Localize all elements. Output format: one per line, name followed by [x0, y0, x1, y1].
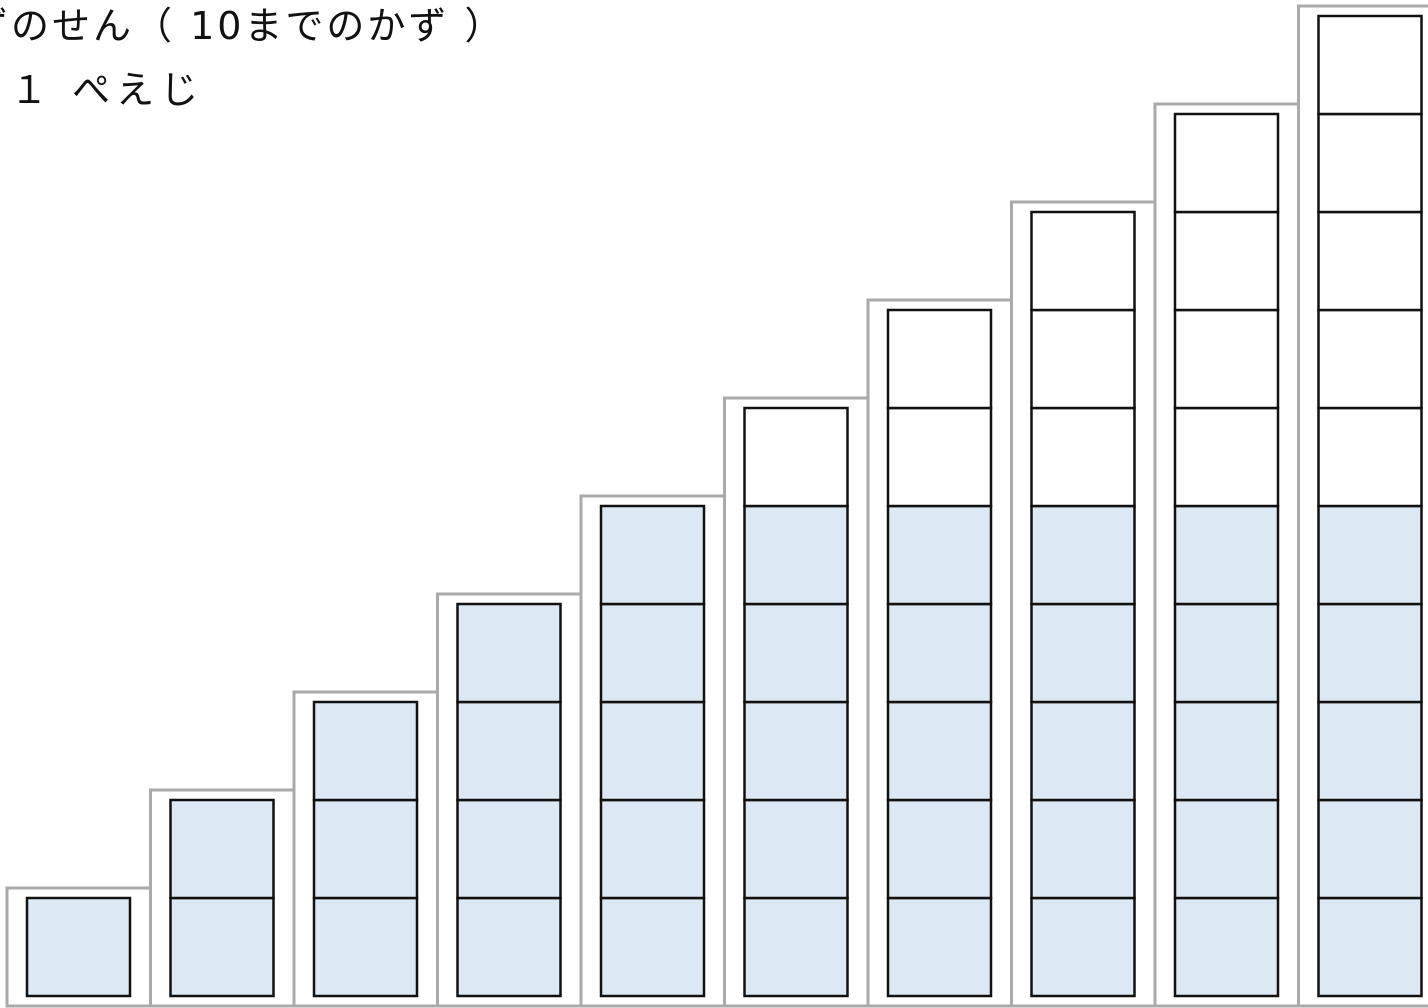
filled-cell	[1317, 896, 1423, 998]
filled-cell	[169, 896, 275, 998]
stair-column-4	[436, 592, 581, 1008]
empty-cell	[1317, 406, 1423, 508]
filled-cell	[1173, 700, 1280, 802]
stair-column-2	[149, 788, 294, 1008]
filled-cell	[1173, 602, 1280, 704]
empty-cell	[886, 308, 993, 410]
empty-cell	[1173, 210, 1280, 312]
column-frame	[149, 788, 294, 1008]
column-frame	[723, 396, 868, 1008]
filled-cell	[599, 798, 706, 900]
column-frame	[436, 592, 581, 1008]
empty-cell	[1317, 210, 1423, 312]
filled-cell	[599, 700, 706, 802]
filled-cell	[312, 896, 419, 998]
filled-cell	[456, 798, 562, 900]
filled-cell	[886, 896, 993, 998]
filled-cell	[25, 896, 132, 998]
empty-cell	[886, 406, 993, 508]
filled-cell	[1030, 504, 1136, 606]
column-frame	[1297, 4, 1428, 1008]
filled-cell	[1173, 798, 1280, 900]
page-title: ずのせん（ 10までのかず ）	[0, 4, 506, 48]
column-frame	[1010, 200, 1155, 1008]
filled-cell	[1173, 504, 1280, 606]
stair-column-10	[1297, 4, 1428, 1008]
filled-cell	[1317, 700, 1423, 802]
filled-cell	[743, 602, 849, 704]
stair-column-8	[1010, 200, 1155, 1008]
filled-cell	[312, 700, 419, 802]
column-frame	[5, 886, 150, 1008]
empty-cell	[1173, 406, 1280, 508]
stair-column-9	[1153, 102, 1298, 1008]
stair-column-7	[866, 298, 1011, 1008]
filled-cell	[1317, 504, 1423, 606]
filled-cell	[886, 504, 993, 606]
filled-cell	[1030, 798, 1136, 900]
filled-cell	[456, 602, 562, 704]
page-number: １ ぺえじ	[10, 68, 205, 112]
empty-cell	[1317, 308, 1423, 410]
filled-cell	[599, 504, 706, 606]
filled-cell	[1173, 896, 1280, 998]
filled-cell	[886, 602, 993, 704]
filled-cell	[456, 896, 562, 998]
empty-cell	[1317, 14, 1423, 116]
stair-column-5	[579, 494, 724, 1008]
empty-cell	[1030, 308, 1136, 410]
empty-cell	[743, 406, 849, 508]
filled-cell	[743, 798, 849, 900]
filled-cell	[1317, 798, 1423, 900]
filled-cell	[886, 700, 993, 802]
filled-cell	[1030, 602, 1136, 704]
empty-cell	[1317, 112, 1423, 214]
filled-cell	[1317, 602, 1423, 704]
empty-cell	[1173, 112, 1280, 214]
column-frame	[292, 690, 437, 1008]
column-frame	[1153, 102, 1298, 1008]
filled-cell	[312, 798, 419, 900]
filled-cell	[743, 504, 849, 606]
filled-cell	[169, 798, 275, 900]
stair-column-3	[292, 690, 437, 1008]
empty-cell	[1030, 406, 1136, 508]
filled-cell	[1030, 896, 1136, 998]
stair-column-6	[723, 396, 868, 1008]
stair-column-1	[5, 886, 150, 1008]
filled-cell	[1030, 700, 1136, 802]
filled-cell	[599, 602, 706, 704]
column-frame	[579, 494, 724, 1008]
column-frame	[866, 298, 1011, 1008]
empty-cell	[1030, 210, 1136, 312]
filled-cell	[743, 896, 849, 998]
filled-cell	[886, 798, 993, 900]
filled-cell	[599, 896, 706, 998]
empty-cell	[1173, 308, 1280, 410]
filled-cell	[743, 700, 849, 802]
filled-cell	[456, 700, 562, 802]
